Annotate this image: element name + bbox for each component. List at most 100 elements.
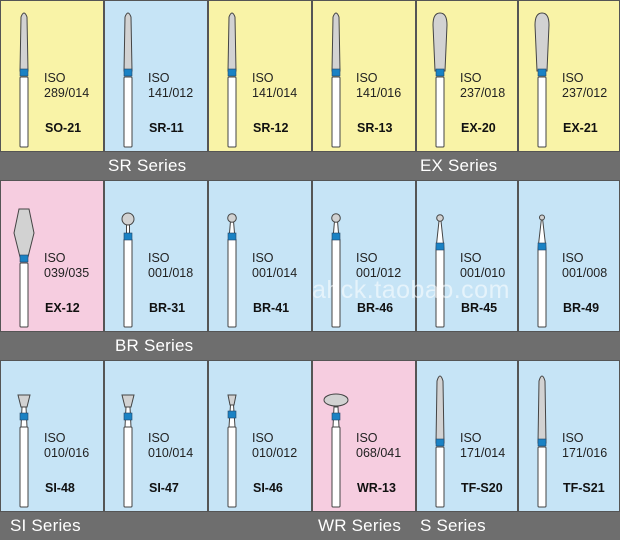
product-cell: ISO 001/018 BR-31: [104, 180, 208, 332]
iso-size: 068/041: [356, 446, 402, 460]
product-code: BR-45: [461, 301, 498, 315]
iso-size: 237/018: [460, 86, 506, 100]
iso-size: 171/016: [562, 446, 608, 460]
iso-label: ISO: [252, 431, 274, 445]
iso-label: ISO: [356, 431, 378, 445]
product-cell: ISO 010/016 SI-48: [0, 360, 104, 512]
product-code: SI-48: [45, 481, 75, 495]
round-bur-icon: [435, 214, 445, 328]
product-code: SO-21: [45, 121, 82, 135]
iso-size: 171/014: [460, 446, 506, 460]
iso-size: 141/016: [356, 86, 402, 100]
pear-bur-icon: [534, 12, 550, 148]
series-band: [0, 512, 620, 540]
iso-label: ISO: [562, 251, 584, 265]
iso-size: 001/014: [252, 266, 298, 280]
product-code: BR-49: [563, 301, 600, 315]
iso-size: 289/014: [44, 86, 90, 100]
product-code: TF-S20: [461, 481, 503, 495]
iso-label: ISO: [148, 431, 170, 445]
product-code: EX-12: [45, 301, 80, 315]
series-band: [0, 332, 620, 360]
flame-bur-icon: [435, 375, 445, 508]
series-label: WR Series: [318, 516, 402, 535]
product-code: BR-41: [253, 301, 290, 315]
iso-label: ISO: [562, 71, 584, 85]
iso-label: ISO: [252, 251, 274, 265]
series-band: [0, 152, 620, 180]
watermark: ahck.taobao.com: [312, 276, 510, 304]
iso-size: 010/012: [252, 446, 298, 460]
iso-size: 141/012: [148, 86, 194, 100]
product-cell: ISO 001/014 BR-41: [208, 180, 312, 332]
iso-label: ISO: [356, 71, 378, 85]
iso-size: 010/016: [44, 446, 90, 460]
iso-label: ISO: [44, 251, 66, 265]
round-end-taper-bur-icon: [19, 12, 29, 148]
iso-label: ISO: [356, 251, 378, 265]
round-end-taper-bur-icon: [227, 12, 237, 148]
product-cell: ISO 141/016 SR-13: [312, 0, 416, 152]
series-label: BR Series: [115, 336, 194, 355]
iso-label: ISO: [460, 431, 482, 445]
inverted-cone-bur-icon: [121, 394, 135, 508]
flame-bur-icon: [537, 375, 547, 508]
iso-size: 001/008: [562, 266, 608, 280]
series-label: EX Series: [420, 156, 498, 175]
iso-label: ISO: [44, 71, 66, 85]
wheel-bur-icon: [323, 393, 349, 508]
product-cell: ISO 001/008 BR-49: [518, 180, 620, 332]
series-label: SI Series: [10, 516, 81, 535]
product-cell: ISO 010/014 SI-47: [104, 360, 208, 512]
product-code: SR-11: [149, 121, 184, 135]
iso-size: 039/035: [44, 266, 90, 280]
product-cell: ISO 039/035 EX-12: [0, 180, 104, 332]
round-bur-icon: [537, 214, 547, 328]
product-cell: ISO 237/012 EX-21: [518, 0, 620, 152]
football-bur-icon: [13, 208, 35, 328]
product-code: TF-S21: [563, 481, 605, 495]
round-bur-icon: [227, 213, 237, 328]
iso-size: 010/014: [148, 446, 194, 460]
product-code: SI-47: [149, 481, 179, 495]
product-code: SR-12: [253, 121, 289, 135]
pear-bur-icon: [432, 12, 448, 148]
round-bur-icon: [121, 212, 135, 328]
iso-label: ISO: [460, 71, 482, 85]
iso-label: ISO: [562, 431, 584, 445]
iso-size: 001/010: [460, 266, 506, 280]
product-code: SR-13: [357, 121, 393, 135]
series-label: S Series: [420, 516, 486, 535]
product-cell: ISO 289/014 SO-21: [0, 0, 104, 152]
iso-size: 237/012: [562, 86, 608, 100]
inverted-cone-bur-icon: [227, 394, 237, 508]
iso-label: ISO: [148, 71, 170, 85]
round-bur-icon: [331, 213, 341, 328]
round-end-taper-bur-icon: [123, 12, 133, 148]
product-code: EX-21: [563, 121, 598, 135]
iso-label: ISO: [252, 71, 274, 85]
iso-size: 141/014: [252, 86, 298, 100]
iso-label: ISO: [44, 431, 66, 445]
product-cell: ISO 237/018 EX-20: [416, 0, 518, 152]
iso-label: ISO: [148, 251, 170, 265]
series-label: SR Series: [108, 156, 187, 175]
product-cell: ISO 010/012 SI-46: [208, 360, 312, 512]
product-code: WR-13: [357, 481, 396, 495]
product-cell: ISO 141/012 SR-11: [104, 0, 208, 152]
inverted-cone-bur-icon: [17, 394, 31, 508]
product-code: BR-46: [357, 301, 394, 315]
product-cell: ISO 001/010 BR-45: [416, 180, 518, 332]
product-cell: ISO 068/041 WR-13: [312, 360, 416, 512]
product-code: EX-20: [461, 121, 496, 135]
product-cell: ISO 001/012 BR-46: [312, 180, 416, 332]
product-cell: ISO 171/016 TF-S21: [518, 360, 620, 512]
iso-size: 001/018: [148, 266, 194, 280]
product-cell: ISO 141/014 SR-12: [208, 0, 312, 152]
product-code: BR-31: [149, 301, 186, 315]
product-cell: ISO 171/014 TF-S20: [416, 360, 518, 512]
product-code: SI-46: [253, 481, 283, 495]
iso-label: ISO: [460, 251, 482, 265]
round-end-taper-bur-icon: [331, 12, 341, 148]
iso-size: 001/012: [356, 266, 402, 280]
